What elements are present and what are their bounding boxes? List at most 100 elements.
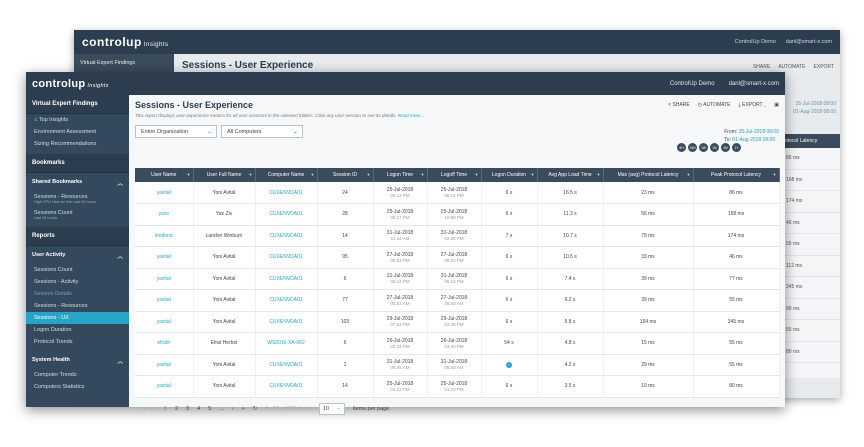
page-link[interactable]: 2 — [174, 406, 179, 412]
table-row[interactable]: yavital Yoni Avital CUXENVDA01 1 31-Jul-2018… — [135, 354, 780, 376]
filter-icon[interactable]: ▼ — [772, 172, 777, 177]
time-pill-3m[interactable]: 3M — [721, 143, 730, 152]
filter-icon[interactable]: ▼ — [474, 172, 479, 177]
read-more-link[interactable]: Read more... — [397, 113, 425, 118]
next-page-icon[interactable]: › — [231, 406, 234, 412]
sidebar-section-findings[interactable]: Virtual Expert Findings — [26, 95, 129, 114]
automate-button[interactable]: ◷ AUTOMATE — [697, 102, 731, 108]
computers-select[interactable]: All Computers ⌄ — [221, 125, 303, 138]
filter-icon[interactable]: ▼ — [248, 172, 253, 177]
filter-icon[interactable]: ▼ — [420, 172, 425, 177]
user-menu[interactable]: ControlUp Demo — [669, 80, 715, 87]
table-row[interactable]: efrath Efrat Herbst WS2016-XA-002 6 26-Jul-2… — [135, 332, 780, 355]
column-header[interactable]: Computer Name ▼ — [255, 168, 318, 182]
print-icon[interactable]: ▣ — [774, 102, 779, 108]
table-row[interactable]: yavital Yoni Avital CUXENVDA01 103 29-Jul-20… — [135, 311, 780, 333]
filter-icon[interactable]: ▼ — [366, 172, 371, 177]
table-row[interactable]: yavital Yoni Avital CUXENVDA01 95 27-Jul-201… — [135, 246, 780, 269]
sidebar-item-environment[interactable]: Environment Assessment — [34, 129, 97, 135]
time-pill-1w[interactable]: 1W — [699, 143, 708, 152]
bookmark-item[interactable]: Sessions Count Last 24 hours — [34, 210, 73, 220]
controlup-logo[interactable]: controlup Insights — [32, 77, 109, 90]
user-name-link[interactable]: yavital — [135, 311, 194, 333]
page-link[interactable]: 1 — [163, 406, 167, 412]
user-name-link[interactable]: lendono — [135, 225, 194, 247]
sidebar-item-logon-duration[interactable]: Logon Duration — [34, 327, 72, 333]
page-link[interactable]: 4 — [197, 406, 201, 412]
share-button[interactable]: < SHARE — [668, 102, 690, 108]
user-name-link[interactable]: yavital — [135, 182, 194, 204]
sidebar-item-protocol-trends[interactable]: Protocol Trends — [34, 339, 73, 345]
sidebar-system-health[interactable]: System Health ︿ — [32, 357, 123, 365]
user-name-link[interactable]: yavital — [135, 289, 194, 312]
user-name-link[interactable]: yavital — [135, 246, 194, 269]
refresh-icon[interactable]: ↻ — [252, 406, 258, 412]
info-icon[interactable]: i — [506, 361, 512, 368]
filter-icon[interactable]: ▼ — [186, 172, 191, 177]
sidebar-item-sizing[interactable]: Sizing Recommendations — [34, 141, 97, 147]
sidebar-item-top-insights[interactable]: ⌂ Top Insights — [34, 117, 69, 123]
bookmark-item[interactable]: Sessions - Resources High CPU User for th… — [34, 194, 96, 204]
table-row[interactable]: yavital Yoni Avital CUXENVDA01 77 27-Jul-201… — [135, 289, 780, 312]
sidebar-section-bookmarks[interactable]: Bookmarks — [26, 154, 129, 173]
sidebar-item-session-details[interactable]: Session Details — [34, 291, 72, 297]
sidebar-item-sessions-ux[interactable]: Sessions - UX — [26, 312, 129, 324]
page-link[interactable]: 3 — [186, 406, 190, 412]
computer-name-link[interactable]: CUXENVDA01 — [255, 289, 318, 312]
sidebar-item-sessions-count[interactable]: Sessions Count — [34, 267, 73, 273]
computer-name-link[interactable]: CUXENVDA01 — [255, 225, 318, 247]
computer-name-link[interactable]: CUXENVDA01 — [255, 203, 318, 226]
computer-name-link[interactable]: CUXENVDA01 — [255, 246, 318, 269]
sidebar-section-reports[interactable]: Reports — [26, 227, 129, 246]
computer-name-link[interactable]: WS2016-XA-002 — [255, 332, 318, 355]
column-header[interactable]: Logon Duration ▼ — [481, 168, 538, 182]
time-pill-1m[interactable]: 1M — [710, 143, 719, 152]
filter-icon[interactable]: ▼ — [686, 172, 691, 177]
page-link[interactable]: 5 — [208, 406, 212, 412]
filter-icon[interactable]: ▼ — [596, 172, 601, 177]
time-pill-24h[interactable]: 24H — [688, 143, 697, 152]
sidebar-item-computer-trends[interactable]: Computer Trends — [34, 372, 77, 378]
sidebar-item-computers-statistics[interactable]: Computers Statistics — [34, 384, 85, 390]
computer-name-link[interactable]: CUXENVDA01 — [255, 311, 318, 333]
table-row[interactable]: yavital Yoni Avital CUXENVDA01 14 25-Jul-201… — [135, 375, 780, 398]
time-pill-1y[interactable]: 1Y — [732, 143, 741, 152]
sidebar-item-sessions-resources[interactable]: Sessions - Resources — [34, 303, 88, 309]
column-header[interactable]: Max (avg) Protocol Latency ▼ — [603, 168, 694, 182]
sidebar-user-activity[interactable]: User Activity ︿ — [32, 252, 123, 260]
date-range[interactable]: From: 25-Jul-2018 08:00 To: 01-Aug-2018 … — [724, 129, 779, 143]
first-page-icon[interactable]: « — [143, 406, 147, 412]
table-row[interactable]: yavital Yoni Avital CUXENVDA01 6 31-Jul-2018… — [135, 268, 780, 290]
column-header[interactable]: User Name ▼ — [135, 168, 194, 182]
organization-select[interactable]: Entire Organization ⌄ — [135, 125, 217, 138]
user-name-link[interactable]: yavital — [135, 375, 194, 398]
user-name-link[interactable]: yavital — [135, 268, 194, 290]
sidebar-item-sessions-activity[interactable]: Sessions - Activity — [34, 279, 79, 285]
time-pill-6h[interactable]: 6H — [677, 143, 686, 152]
column-header[interactable]: Logon Time ▼ — [373, 168, 428, 182]
computer-name-link[interactable]: CUXENVDA01 — [255, 182, 318, 204]
column-header[interactable]: Logoff Time ▼ — [427, 168, 482, 182]
computer-name-link[interactable]: CUXENVDA01 — [255, 268, 318, 290]
user-name-link[interactable]: yavital — [135, 354, 194, 376]
page-link[interactable]: ... — [219, 406, 224, 412]
email-menu[interactable]: danl@smart-x.com — [728, 80, 779, 87]
items-per-page-select[interactable]: 10 ⌄ — [318, 403, 345, 415]
computer-name-link[interactable]: CUXENVDA01 — [255, 375, 318, 398]
prev-page-icon[interactable]: ‹ — [154, 406, 156, 412]
column-header[interactable]: Peak Protocol Latency ▼ — [693, 168, 780, 182]
table-row[interactable]: yaris Yair Ziv CUXENVDA01 28 25-Jul-2018 05:2… — [135, 203, 780, 226]
column-header[interactable]: Session ID ▼ — [317, 168, 374, 182]
last-page-icon[interactable]: » — [241, 406, 245, 412]
column-header[interactable]: User Full Name ▼ — [193, 168, 256, 182]
filter-icon[interactable]: ▼ — [310, 172, 315, 177]
export-button[interactable]: ⤓ EXPORT ⌄ — [738, 102, 767, 108]
column-header[interactable]: Avg App Load Time ▼ — [537, 168, 604, 182]
table-row[interactable]: lendono Landon Winburn CUXENVDA01 14 31-Jul-… — [135, 225, 780, 247]
sidebar-shared-bookmarks[interactable]: Shared Bookmarks ︿ — [32, 179, 123, 187]
table-row[interactable]: yavital Yoni Avital CUXENVDA01 24 25-Jul-201… — [135, 182, 780, 204]
user-name-link[interactable]: efrath — [135, 332, 194, 355]
user-name-link[interactable]: yaris — [135, 203, 194, 226]
filter-icon[interactable]: ▼ — [530, 172, 535, 177]
computer-name-link[interactable]: CUXENVDA01 — [255, 354, 318, 376]
